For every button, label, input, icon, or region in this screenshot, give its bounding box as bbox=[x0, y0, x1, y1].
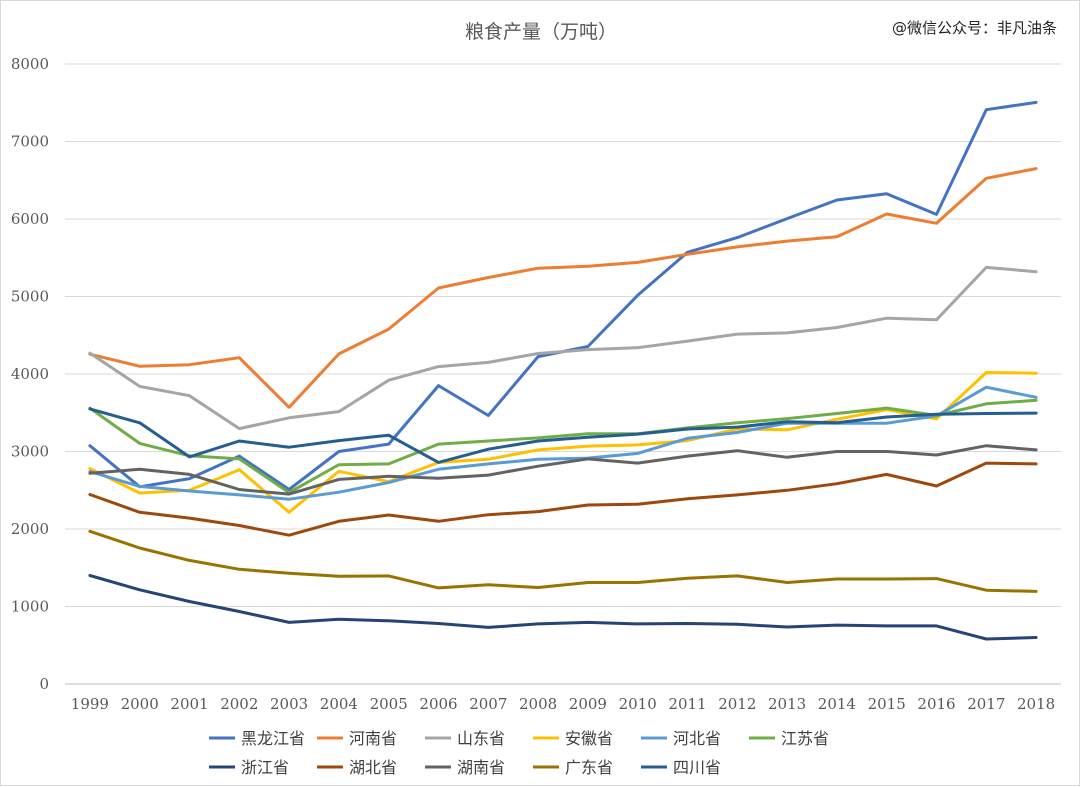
series-line bbox=[88, 385, 1038, 501]
legend-item: 湖北省 bbox=[317, 758, 397, 777]
legend-item: 湖南省 bbox=[425, 758, 505, 777]
x-tick-label: 2010 bbox=[619, 695, 657, 713]
x-tick-label: 2017 bbox=[967, 695, 1005, 713]
series-line bbox=[88, 398, 1038, 495]
x-tick-label: 2018 bbox=[1017, 695, 1055, 713]
y-tick-label: 7000 bbox=[11, 133, 49, 151]
series-line bbox=[88, 444, 1038, 496]
legend-label: 黑龙江省 bbox=[241, 729, 305, 748]
y-tick-label: 0 bbox=[39, 675, 49, 693]
legend-item: 河南省 bbox=[317, 729, 397, 748]
series-line bbox=[88, 100, 1038, 491]
x-tick-label: 2000 bbox=[121, 695, 159, 713]
x-tick-label: 2013 bbox=[768, 695, 806, 713]
x-tick-label: 2011 bbox=[668, 695, 706, 713]
x-tick-label: 2003 bbox=[270, 695, 308, 713]
series-line bbox=[88, 167, 1038, 409]
series-lines bbox=[88, 100, 1038, 641]
y-tick-label: 1000 bbox=[11, 598, 49, 616]
x-tick-label: 2001 bbox=[170, 695, 208, 713]
x-tick-label: 2002 bbox=[220, 695, 258, 713]
legend-label: 安徽省 bbox=[565, 729, 613, 748]
x-tick-label: 2004 bbox=[320, 695, 358, 713]
x-tick-label: 2008 bbox=[519, 695, 557, 713]
x-tick-label: 2006 bbox=[419, 695, 457, 713]
legend-label: 广东省 bbox=[565, 758, 613, 777]
legend-item: 黑龙江省 bbox=[209, 729, 305, 748]
y-tick-label: 5000 bbox=[11, 288, 49, 306]
x-tick-label: 2016 bbox=[917, 695, 955, 713]
y-tick-label: 8000 bbox=[11, 55, 49, 73]
legend-item: 浙江省 bbox=[209, 758, 289, 777]
legend-label: 湖北省 bbox=[349, 758, 397, 777]
series-line bbox=[88, 265, 1038, 431]
legend-label: 河南省 bbox=[349, 729, 397, 748]
series-line bbox=[88, 529, 1038, 593]
x-tick-label: 2015 bbox=[868, 695, 906, 713]
gridlines bbox=[65, 63, 1061, 607]
y-tick-label: 2000 bbox=[11, 520, 49, 538]
watermark-text: @微信公众号：非凡油条 bbox=[891, 19, 1057, 37]
legend-label: 湖南省 bbox=[457, 758, 505, 777]
x-tick-label: 2012 bbox=[718, 695, 756, 713]
legend-item: 安徽省 bbox=[533, 729, 613, 748]
y-tick-label: 3000 bbox=[11, 443, 49, 461]
legend-item: 河北省 bbox=[641, 729, 721, 748]
legend-label: 河北省 bbox=[673, 729, 721, 748]
x-tick-label: 2005 bbox=[370, 695, 408, 713]
legend-item: 江苏省 bbox=[749, 729, 829, 748]
series-line bbox=[88, 574, 1038, 641]
series-line bbox=[88, 371, 1038, 514]
x-tick-label: 2007 bbox=[469, 695, 507, 713]
legend-label: 江苏省 bbox=[781, 729, 829, 748]
y-tick-label: 4000 bbox=[11, 365, 49, 383]
series-line bbox=[88, 407, 1038, 464]
series-line bbox=[88, 461, 1038, 537]
x-tick-label: 2009 bbox=[569, 695, 607, 713]
legend-label: 浙江省 bbox=[241, 758, 289, 777]
x-tick-label: 1999 bbox=[71, 695, 109, 713]
chart-title: 粮食产量（万吨） bbox=[464, 21, 617, 43]
y-tick-label: 6000 bbox=[11, 210, 49, 228]
legend-item: 广东省 bbox=[533, 758, 613, 777]
axes: 0 1000 2000 3000 4000 5000 6000 7000 8000 1999 200… bbox=[11, 55, 1061, 713]
legend-item: 四川省 bbox=[641, 758, 721, 777]
legend-label: 山东省 bbox=[457, 729, 505, 748]
legend-label: 四川省 bbox=[673, 758, 721, 777]
legend-item: 山东省 bbox=[425, 729, 505, 748]
x-tick-label: 2014 bbox=[818, 695, 856, 713]
